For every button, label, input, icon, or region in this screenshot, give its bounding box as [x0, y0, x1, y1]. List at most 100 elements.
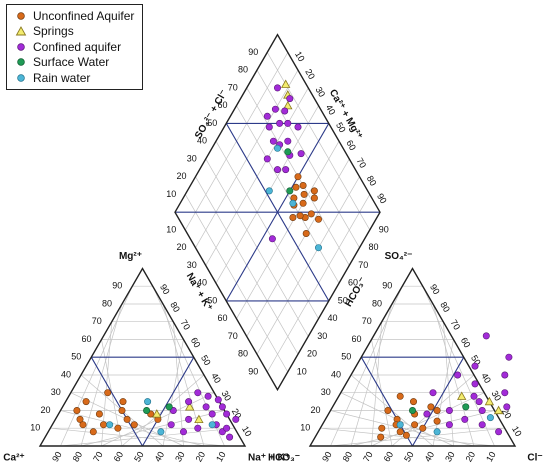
axis-label-cation-right: Na⁺ + K⁺	[248, 453, 290, 464]
legend-symbol	[13, 56, 29, 68]
tick-label: 70	[92, 316, 102, 326]
axis-label-diamond-upper-left: SO₄²⁻ + Cl⁻	[193, 88, 230, 141]
diamond-data-point	[302, 230, 310, 238]
legend-marker	[17, 42, 25, 51]
tick-label: 60	[81, 334, 91, 344]
anion-data-point	[423, 410, 431, 418]
diamond-data-point	[292, 183, 300, 191]
anion-data-point	[470, 392, 478, 400]
legend-symbol	[13, 25, 29, 37]
axis-label-anion-top: SO₄²⁻	[385, 251, 413, 262]
legend-label: Rain water	[33, 70, 91, 85]
tick-label: 10	[30, 423, 40, 433]
tick-label: 20	[307, 349, 317, 359]
tick-label: 80	[102, 298, 112, 308]
tick-label: 70	[228, 82, 238, 92]
cation-data-point	[218, 403, 226, 411]
tick-label: 70	[449, 318, 463, 332]
tick-label: 80	[365, 174, 379, 188]
tick-label: 60	[189, 336, 203, 350]
tick-label: 50	[402, 450, 416, 464]
anion-data-point	[433, 417, 441, 425]
anion-data-point	[429, 389, 437, 397]
cation-data-point	[79, 421, 87, 429]
tick-label: 90	[428, 282, 442, 296]
tick-label: 90	[379, 224, 389, 234]
tick-label: 20	[303, 67, 317, 81]
anion-data-point	[409, 398, 417, 406]
cation-data-point	[180, 428, 188, 436]
anion-data-point	[462, 403, 470, 411]
anion-data-point	[482, 332, 490, 340]
legend-label: Springs	[33, 24, 74, 39]
anion-data-point	[396, 421, 404, 429]
tick-label: 40	[197, 136, 207, 146]
legend-marker	[15, 26, 27, 36]
diamond-data-point	[265, 187, 273, 195]
legend-item: Confined aquifer	[13, 39, 134, 55]
tick-label: 30	[490, 389, 504, 403]
tick-label: 60	[351, 334, 361, 344]
cation-data-point	[232, 415, 240, 423]
diamond-data-point	[276, 119, 284, 127]
tick-label: 90	[248, 366, 258, 376]
cation-data-point	[194, 389, 202, 397]
anion-data-point	[478, 421, 486, 429]
cation-data-point	[208, 421, 216, 429]
legend-marker	[17, 58, 25, 67]
diamond-data-point	[310, 187, 318, 195]
anion-data-point	[484, 396, 495, 406]
legend-label: Unconfined Aquifer	[33, 8, 135, 23]
tick-label: 90	[375, 192, 389, 206]
diamond-data-point	[273, 84, 281, 92]
tick-label: 90	[248, 47, 258, 57]
anion-data-point	[495, 428, 503, 436]
diamond-data-point	[281, 107, 289, 115]
tick-label: 10	[240, 424, 254, 438]
tick-label: 70	[355, 156, 369, 170]
cation-data-point	[119, 398, 127, 406]
tick-label: 60	[382, 450, 396, 464]
diamond-data-point	[314, 244, 322, 252]
diamond-data-point	[289, 214, 297, 222]
legend-symbol	[13, 10, 29, 22]
anion-data-point	[433, 406, 441, 414]
diamond-data-point	[268, 235, 276, 243]
diamond-data-point	[263, 155, 271, 163]
tick-label: 20	[464, 450, 478, 464]
diamond-data-point	[273, 144, 281, 152]
tick-label: 70	[179, 318, 193, 332]
tick-label: 80	[168, 300, 182, 314]
anion-data-point	[505, 353, 513, 361]
cation-data-point	[73, 406, 81, 414]
tick-label: 50	[132, 450, 146, 464]
tick-label: 70	[228, 331, 238, 341]
tick-label: 20	[230, 407, 244, 421]
tick-label: 40	[328, 313, 338, 323]
legend-item: Rain water	[13, 70, 134, 86]
cation-data-point	[194, 424, 202, 432]
axis-label-anion-right: Cl⁻	[527, 453, 542, 464]
anion-data-point	[445, 406, 453, 414]
tick-label: 60	[459, 336, 473, 350]
diamond-data-point	[263, 112, 271, 120]
diamond-data-point	[297, 150, 305, 158]
anion-data-point	[503, 403, 511, 411]
diamond-data-point	[283, 100, 293, 110]
legend-item: Unconfined Aquifer	[13, 8, 134, 24]
tick-label: 80	[372, 298, 382, 308]
tick-label: 10	[297, 366, 307, 376]
diamond-data-point	[299, 199, 307, 207]
anion-data-point	[501, 389, 509, 397]
cation-data-point	[106, 421, 114, 429]
tick-label: 10	[214, 450, 228, 464]
legend-marker	[17, 73, 25, 82]
tick-label: 30	[173, 450, 187, 464]
anion-data-point	[396, 392, 404, 400]
tick-label: 80	[238, 64, 248, 74]
tick-label: 60	[217, 100, 227, 110]
anion-data-point	[475, 398, 483, 406]
diamond-data-point	[300, 190, 308, 198]
cation-data-point	[144, 398, 152, 406]
tick-label: 10	[293, 50, 307, 64]
